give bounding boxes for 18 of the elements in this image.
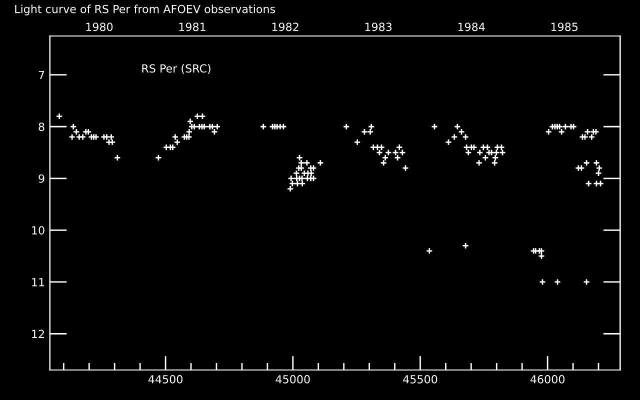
x2-tick-label: 1982 [272,22,298,32]
x-tick-label: 45500 [403,375,438,384]
x2-tick-label: 1980 [86,22,113,32]
annotation: RS Per (SRC) [142,64,210,74]
x2-tick-label: 1984 [458,22,485,32]
y-tick-label: 12 [32,330,44,338]
y-tick-label: 8 [38,122,44,131]
y-tick-label: 7 [38,70,44,80]
x2-tick-label: 1985 [551,22,578,32]
x-tick-label: 46000 [530,375,565,384]
y-tick-label: 11 [32,278,44,286]
x-tick-label: 45000 [276,375,310,384]
x-tick-label: 44500 [148,375,182,384]
y-tick-label: 10 [32,226,44,235]
chart-title: Light curve of RS Per from AFOEV observations [15,4,276,16]
x2-tick-label: 1981 [179,22,206,32]
y-tick-label: 9 [38,174,44,183]
x2-tick-label: 1983 [365,22,392,32]
